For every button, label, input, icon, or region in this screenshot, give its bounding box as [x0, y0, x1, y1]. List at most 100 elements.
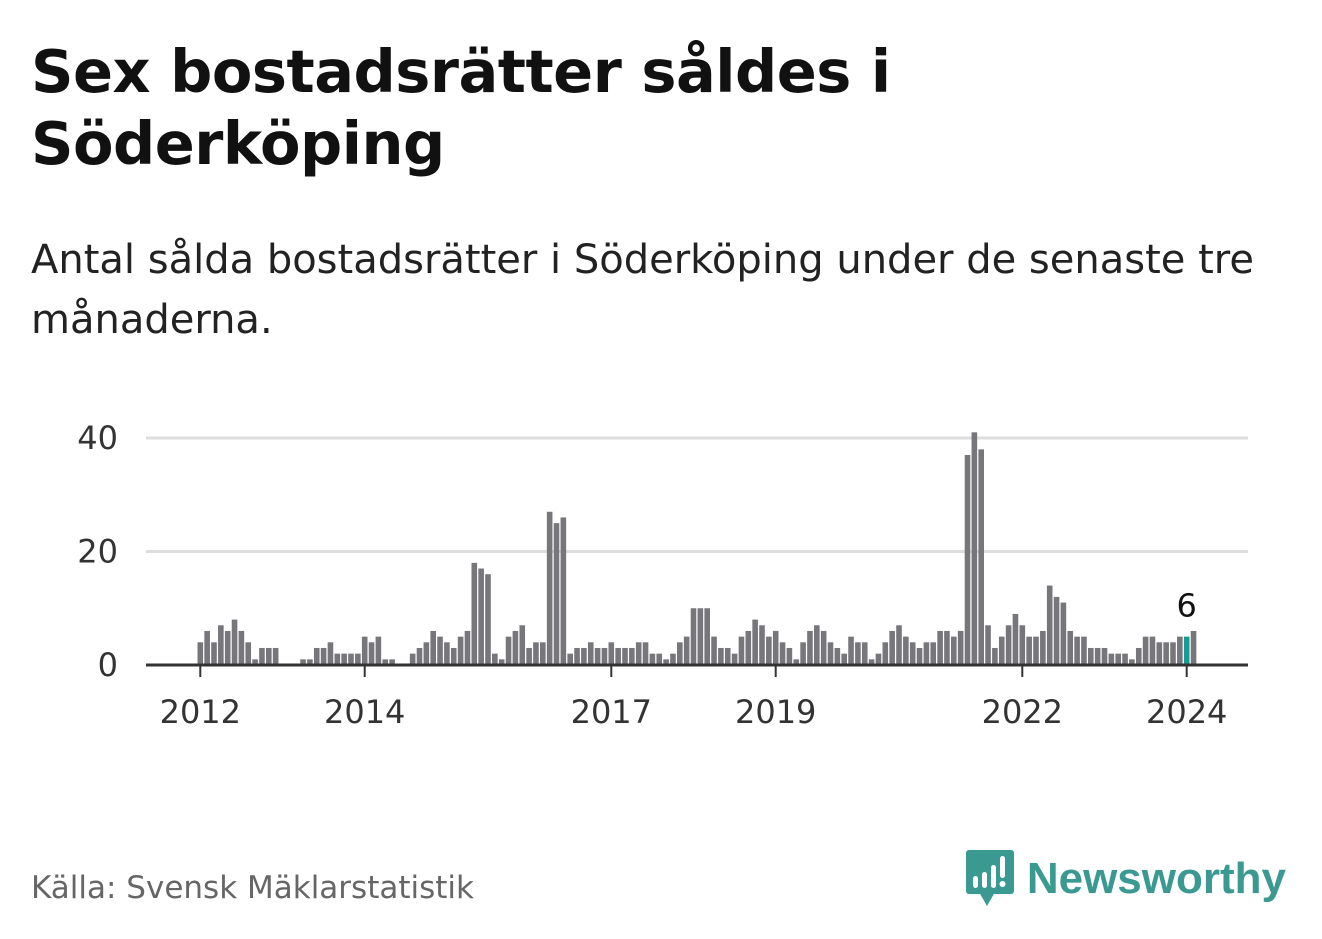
- y-tick-label: 20: [77, 533, 118, 571]
- bar: [704, 608, 710, 665]
- highlight-value-label: 6: [1177, 587, 1197, 625]
- bar: [937, 630, 943, 665]
- bar: [437, 636, 443, 665]
- bar: [1156, 642, 1163, 665]
- bar: [1005, 625, 1012, 665]
- bar: [992, 647, 998, 665]
- x-tick-label: 2017: [571, 693, 652, 731]
- bar: [587, 642, 594, 665]
- x-tick-label: 2022: [982, 693, 1063, 731]
- bar: [533, 642, 539, 665]
- bar: [1142, 636, 1149, 665]
- y-tick-label: 0: [98, 646, 118, 684]
- bar: [471, 562, 478, 665]
- bar: [1033, 636, 1039, 665]
- bar: [670, 653, 676, 665]
- bar: [1040, 630, 1046, 665]
- bar: [464, 630, 471, 665]
- bar: [807, 630, 813, 665]
- bar: [355, 653, 361, 665]
- bar: [505, 636, 512, 665]
- bar: [663, 659, 669, 665]
- bar: [341, 653, 347, 665]
- bar: [951, 636, 957, 665]
- bar: [882, 642, 889, 665]
- bar: [1108, 653, 1115, 665]
- brand-logo[interactable]: Newsworthy: [965, 848, 1286, 910]
- bar: [1081, 636, 1087, 665]
- bar: [197, 642, 204, 665]
- bar: [827, 642, 834, 665]
- bar: [224, 630, 231, 665]
- bar: [409, 653, 416, 665]
- bar: [766, 636, 772, 665]
- bar: [1149, 636, 1156, 665]
- bar: [307, 659, 313, 665]
- bar: [724, 647, 731, 665]
- bar: [266, 647, 272, 665]
- bar: [875, 653, 882, 665]
- bar: [1019, 625, 1026, 665]
- bar: [1060, 602, 1067, 665]
- x-axis-ticks: 2012 2014 2017 2019 2022 2024: [160, 665, 1227, 731]
- bar: [1115, 653, 1121, 665]
- bar-chart: 0 20 40 2012 2014 2017 2019 2022 2024 6: [77, 419, 1248, 731]
- bar: [834, 647, 841, 665]
- bar: [889, 630, 895, 665]
- bar: [635, 642, 642, 665]
- bar: [245, 642, 252, 665]
- bar: [211, 642, 217, 665]
- bar: [389, 659, 395, 665]
- bar: [608, 642, 615, 665]
- bar: [444, 642, 450, 665]
- bar: [348, 653, 354, 665]
- bar: [1129, 659, 1135, 665]
- bars: [197, 432, 1197, 665]
- x-tick-label: 2024: [1146, 693, 1227, 731]
- grid-lines: [146, 436, 1248, 553]
- bar: [252, 659, 258, 665]
- bar: [272, 647, 279, 665]
- chart-subtitle: Antal sålda bostadsrätter i Söderköping …: [31, 237, 1254, 343]
- bar: [731, 653, 738, 665]
- bar: [567, 653, 573, 665]
- bar: [697, 608, 704, 665]
- bar: [574, 647, 580, 665]
- bar: [896, 625, 902, 665]
- bar: [814, 625, 820, 665]
- bar: [519, 625, 526, 665]
- bar: [423, 642, 430, 665]
- bar: [930, 642, 937, 665]
- bar: [526, 647, 532, 665]
- bar: [1101, 647, 1108, 665]
- bar: [1163, 642, 1169, 665]
- bar: [923, 642, 930, 665]
- x-tick-label: 2012: [160, 693, 241, 731]
- bar: [1074, 636, 1080, 665]
- bar: [416, 647, 423, 665]
- bar: [334, 653, 341, 665]
- bar: [909, 642, 916, 665]
- source-note: Källa: Svensk Mäklarstatistik: [31, 870, 474, 906]
- data-labels: 6: [1177, 587, 1197, 625]
- bar: [786, 647, 793, 665]
- bar: [204, 630, 210, 665]
- bar: [259, 647, 265, 665]
- newsworthy-logo-icon: [965, 850, 1014, 906]
- bar: [1053, 596, 1060, 665]
- bar: [1046, 585, 1053, 665]
- bar: [745, 630, 752, 665]
- bar: [711, 636, 717, 665]
- bar: [382, 659, 389, 665]
- bar: [1012, 613, 1019, 665]
- bar: [759, 625, 765, 665]
- bar: [361, 636, 368, 665]
- bar: [560, 517, 567, 665]
- bar-highlight: [1183, 636, 1190, 665]
- bar: [841, 653, 847, 665]
- bar: [779, 642, 786, 665]
- bar: [861, 642, 868, 665]
- bar: [690, 608, 697, 665]
- bar: [300, 659, 306, 665]
- bar: [629, 647, 635, 665]
